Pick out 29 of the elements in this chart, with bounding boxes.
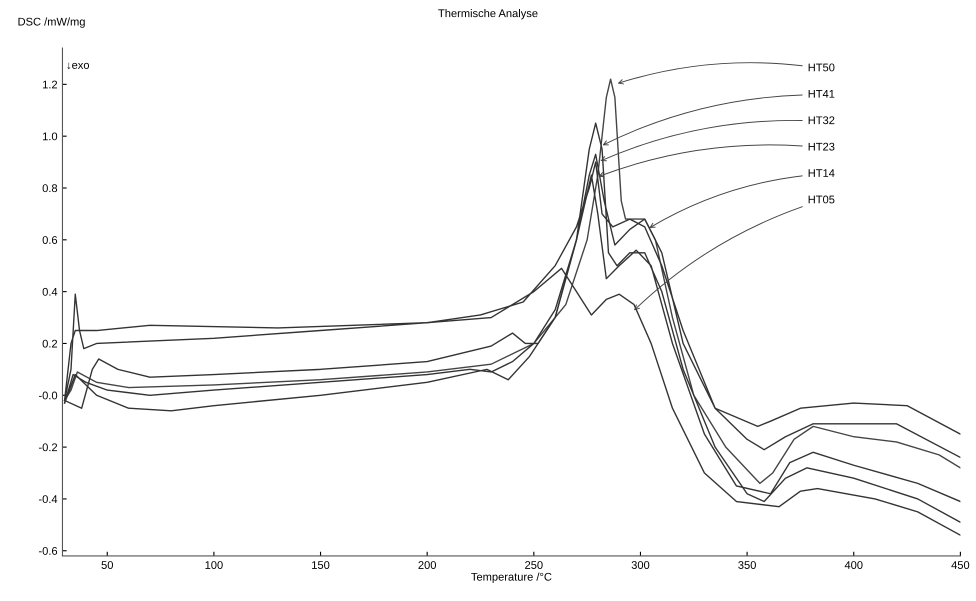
y-tick-label: 1.0 xyxy=(43,132,58,140)
y-tick-label: -0.0 xyxy=(38,392,58,400)
x-tick-label: 300 xyxy=(632,561,650,569)
y-tick-label: 0.6 xyxy=(42,236,58,244)
y-tick-label: 1.2 xyxy=(43,80,58,88)
x-tick-label: 150 xyxy=(312,561,330,569)
x-tick-label: 400 xyxy=(844,561,863,569)
x-tick-label: 250 xyxy=(525,561,543,569)
annotation: HT05 xyxy=(808,196,834,204)
y-tick-label: -0.6 xyxy=(38,547,58,555)
x-tick-label: 350 xyxy=(738,561,756,569)
annotation: HT14 xyxy=(808,169,835,177)
y-tick-label: 0.4 xyxy=(42,288,58,296)
y-axis-title: DSC /mW/mg xyxy=(18,17,85,28)
annotation: HT23 xyxy=(808,142,834,151)
x-tick-label: 450 xyxy=(951,561,970,569)
annotation: HT32 xyxy=(808,116,834,124)
annotation: HT41 xyxy=(808,90,834,98)
chart-title: Thermische Analyse xyxy=(438,9,538,20)
y-tick-label: -0.2 xyxy=(38,443,58,452)
annotation: ↓exo xyxy=(68,62,90,70)
y-tick-label: -0.4 xyxy=(38,495,58,504)
x-axis-title: Temperature /°C xyxy=(471,572,552,583)
x-tick-label: 200 xyxy=(418,561,436,569)
x-tick-label: 100 xyxy=(205,561,223,569)
y-tick-label: 0.8 xyxy=(42,184,58,192)
y-tick-label: 0.2 xyxy=(42,340,58,348)
annotation: HT50 xyxy=(808,64,834,72)
x-tick-label: 50 xyxy=(102,561,113,569)
